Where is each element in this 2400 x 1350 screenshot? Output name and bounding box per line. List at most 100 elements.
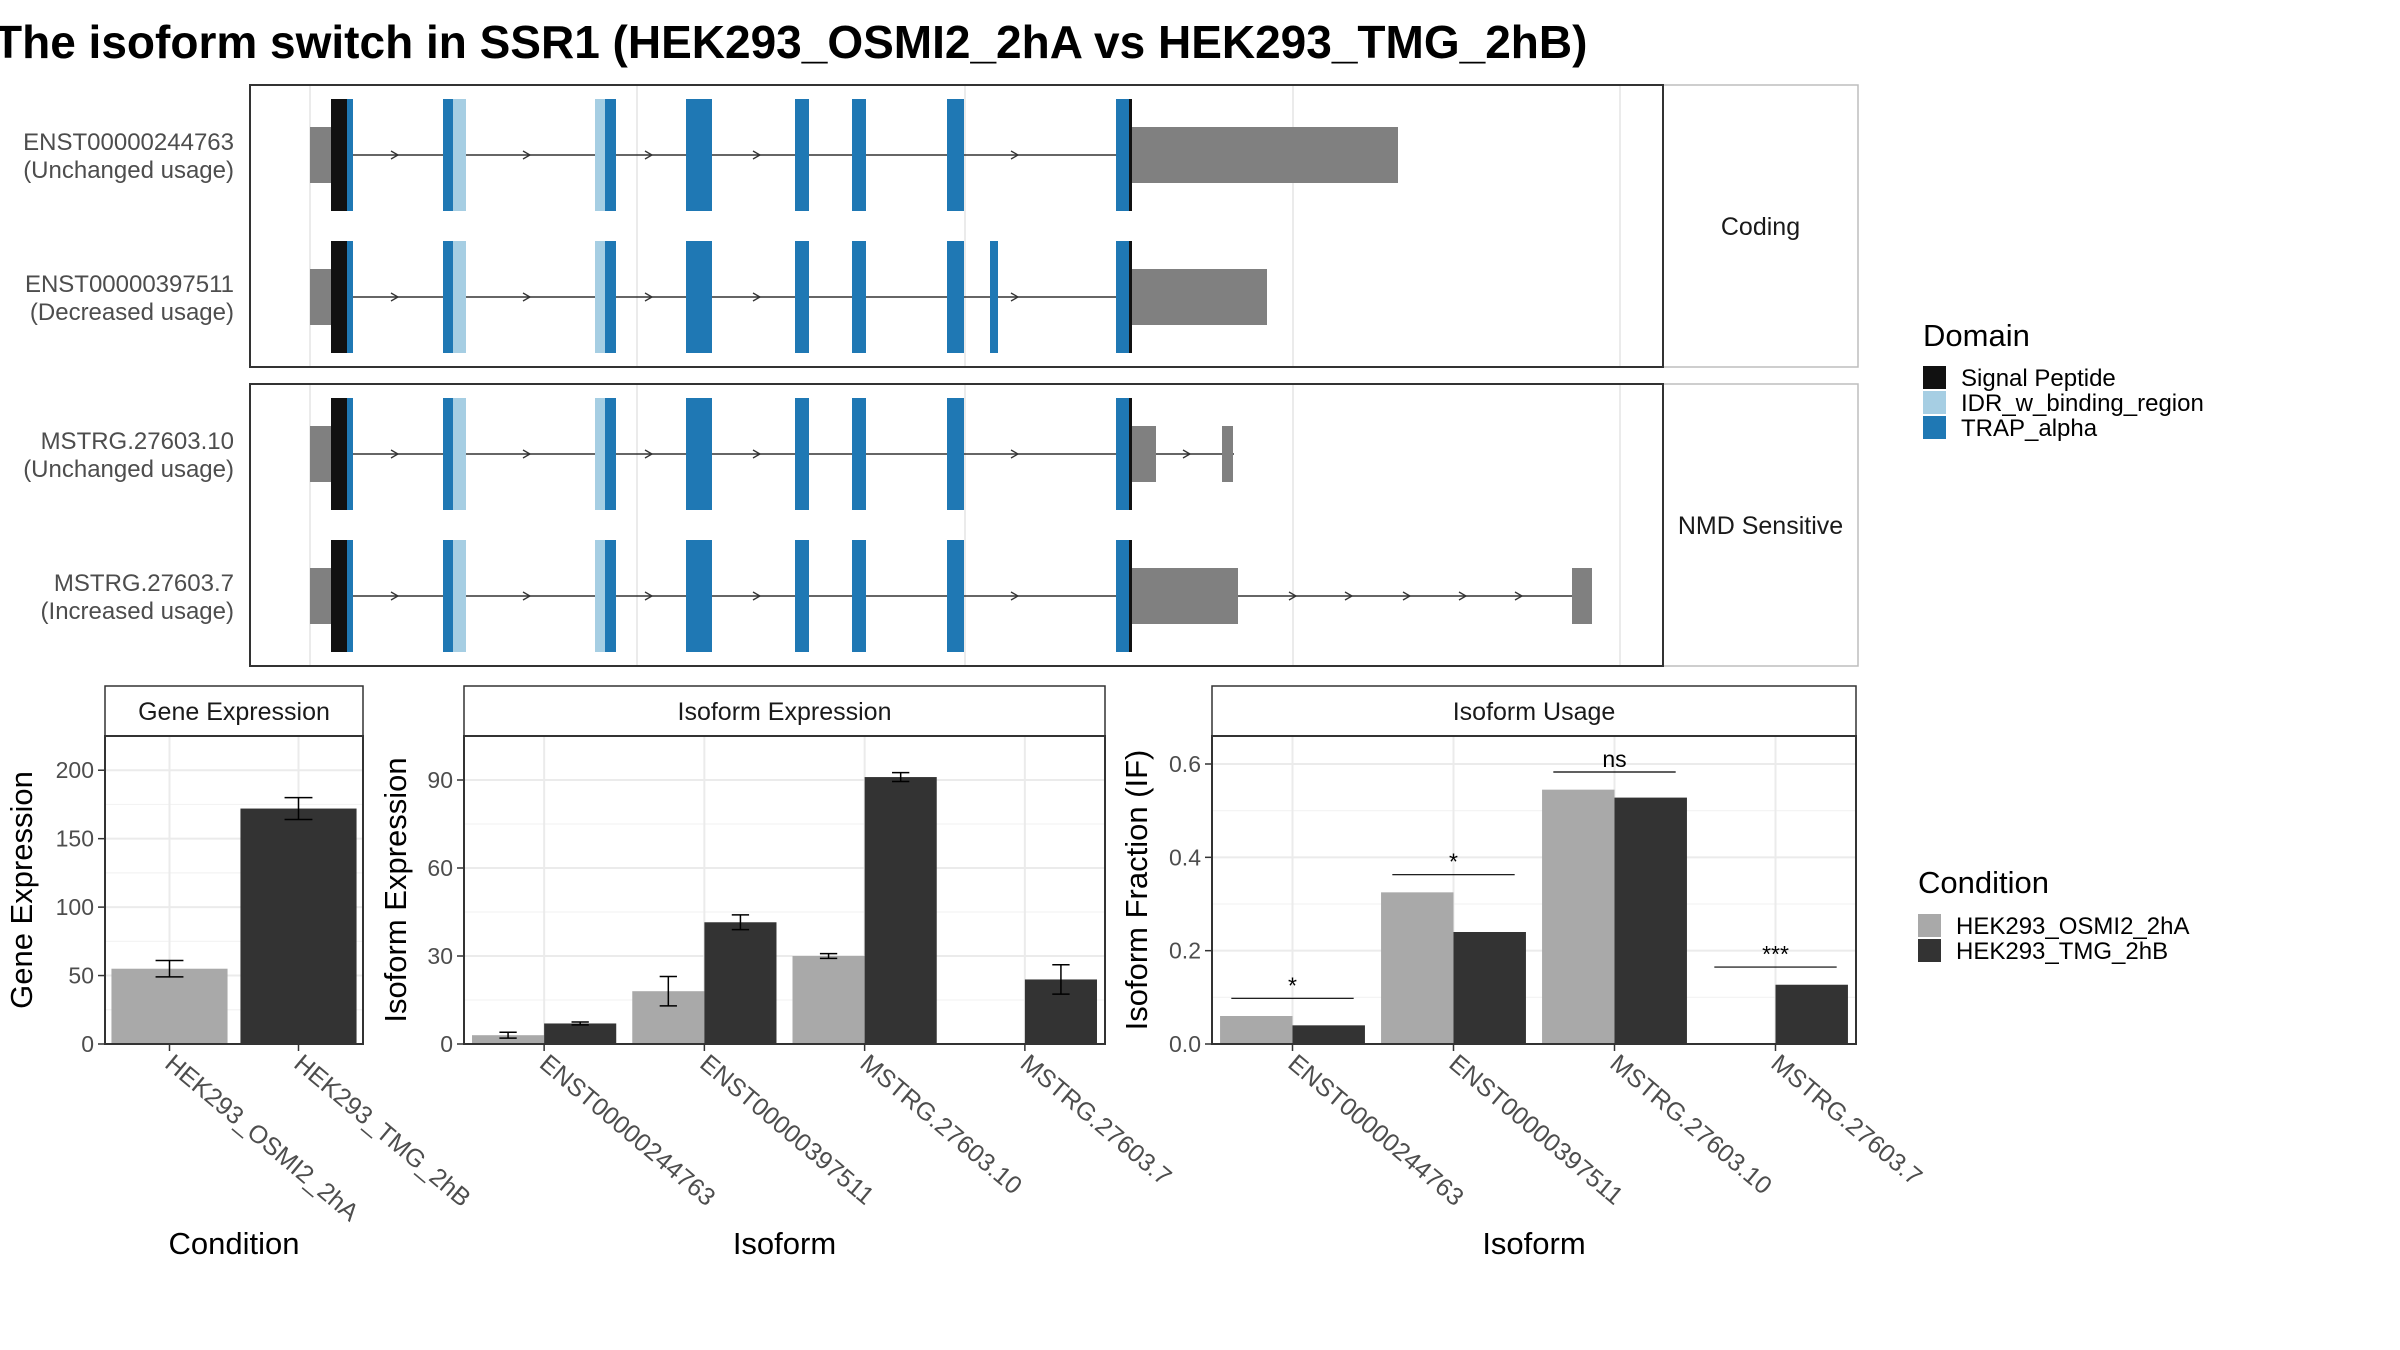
trap-alpha-domain xyxy=(852,241,866,353)
idr-binding-domain xyxy=(453,99,466,211)
utr-segment xyxy=(1572,568,1592,624)
utr-segment xyxy=(1132,127,1398,183)
idr-binding-domain xyxy=(595,540,605,652)
data-bar xyxy=(472,1035,545,1044)
isoform-expression-chart: Isoform Expression 0 30 60 90 ENST00000244763… xyxy=(378,685,1177,1261)
y-tick-label: 0 xyxy=(440,1031,453,1057)
trap-alpha-domain xyxy=(686,99,712,211)
transcript-usage-label: (Unchanged usage) xyxy=(23,157,234,184)
cds-end-marker xyxy=(1129,540,1132,652)
idr-binding-domain xyxy=(453,398,466,510)
trap-alpha-domain xyxy=(990,241,998,353)
structure-panel-border xyxy=(249,383,1664,667)
signal-peptide-domain xyxy=(331,241,347,353)
intron-arrow xyxy=(644,591,654,601)
intron-arrow xyxy=(522,150,532,160)
trap-alpha-domain xyxy=(795,99,809,211)
facet-strip-label: Coding xyxy=(1721,213,1800,241)
trap-alpha-domain xyxy=(686,241,712,353)
data-bar xyxy=(240,808,357,1044)
intron-arrow xyxy=(390,591,400,601)
trap-alpha-domain xyxy=(443,540,453,652)
chart-strip xyxy=(463,685,1106,737)
intron-arrow xyxy=(644,292,654,302)
utr-segment xyxy=(1132,568,1238,624)
domain-legend: Domain Signal PeptideIDR_w_binding_region… xyxy=(1923,318,2204,442)
intron-arrow xyxy=(1344,591,1354,601)
intron-arrow xyxy=(1010,449,1020,459)
plot-panel-border xyxy=(104,735,364,1045)
signal-peptide-domain xyxy=(331,99,347,211)
data-bar xyxy=(1220,1016,1293,1044)
y-tick-label: 200 xyxy=(56,757,94,783)
transcript-id-label: ENST00000397511 xyxy=(25,271,234,298)
trap-alpha-domain xyxy=(605,540,616,652)
significance-label: * xyxy=(1288,972,1297,998)
data-bar xyxy=(1542,789,1615,1044)
plot-panel-bg xyxy=(464,736,1105,1044)
intron-arrow xyxy=(644,449,654,459)
x-axis-title: Isoform xyxy=(1482,1226,1585,1261)
chart-title: Isoform Expression xyxy=(678,698,892,726)
y-tick-label: 0 xyxy=(81,1031,94,1057)
intron-arrow xyxy=(1288,591,1298,601)
cds-end-marker xyxy=(1129,241,1132,353)
x-tick-label: MSTRG.27603.10 xyxy=(855,1049,1027,1200)
trap-alpha-domain xyxy=(605,398,616,510)
trap-alpha-domain xyxy=(1116,241,1129,353)
data-bar xyxy=(1453,932,1526,1044)
trap-alpha-domain xyxy=(1116,99,1129,211)
x-tick-label: MSTRG.27603.7 xyxy=(1766,1049,1928,1191)
x-tick-label: MSTRG.27603.7 xyxy=(1015,1049,1177,1191)
trap-alpha-domain xyxy=(347,398,353,510)
y-axis-title: Isoform Fraction (IF) xyxy=(1119,750,1154,1031)
data-bar xyxy=(544,1023,617,1044)
intron-arrow xyxy=(1458,591,1468,601)
intron-arrow xyxy=(752,591,762,601)
signal-peptide-domain xyxy=(331,398,347,510)
x-tick-label: MSTRG.27603.10 xyxy=(1605,1049,1777,1200)
transcript-id-label: MSTRG.27603.10 xyxy=(41,428,234,455)
trap-alpha-domain xyxy=(947,540,964,652)
trap-alpha-domain xyxy=(347,99,353,211)
data-bar xyxy=(1292,1025,1365,1044)
chart-title: Isoform Usage xyxy=(1453,698,1616,726)
y-tick-label: 60 xyxy=(427,855,453,881)
utr-segment xyxy=(310,426,332,482)
idr-binding-domain xyxy=(595,99,605,211)
trap-alpha-domain xyxy=(686,398,712,510)
structure-panel-border xyxy=(249,84,1664,368)
y-tick-label: 30 xyxy=(427,943,453,969)
trap-alpha-domain xyxy=(947,99,964,211)
data-bar xyxy=(864,777,937,1044)
x-tick-label: ENST00000244763 xyxy=(1283,1049,1469,1212)
trap-alpha-domain xyxy=(947,241,964,353)
trap-alpha-domain xyxy=(795,398,809,510)
data-bar xyxy=(1381,892,1454,1044)
intron-arrow xyxy=(522,292,532,302)
intron-arrow xyxy=(390,292,400,302)
utr-segment xyxy=(310,269,332,325)
trap-alpha-domain xyxy=(795,540,809,652)
y-tick-label: 100 xyxy=(56,894,94,920)
transcript-id-label: MSTRG.27603.7 xyxy=(54,570,234,597)
signal-peptide-domain xyxy=(331,540,347,652)
intron-arrow xyxy=(1402,591,1412,601)
y-tick-label: 0.4 xyxy=(1169,844,1201,870)
intron-arrow xyxy=(644,150,654,160)
isoform-usage-chart: Isoform Usage 0.0 0.2 0.4 0.6 * * ns *** ENST0000… xyxy=(1119,685,1928,1261)
cds-end-marker xyxy=(1129,398,1132,510)
intron-arrow xyxy=(752,292,762,302)
y-tick-label: 150 xyxy=(56,826,94,852)
y-axis-title: Gene Expression xyxy=(4,771,39,1009)
utr-segment xyxy=(1132,269,1267,325)
facet-strip-label: NMD Sensitive xyxy=(1678,512,1843,540)
utr-segment xyxy=(1222,426,1233,482)
transcript-usage-label: (Decreased usage) xyxy=(30,299,234,326)
trap-alpha-domain xyxy=(1116,540,1129,652)
data-bar xyxy=(1775,984,1848,1044)
domain-legend-label: TRAP_alpha xyxy=(1961,415,2098,442)
y-tick-label: 50 xyxy=(68,963,94,989)
